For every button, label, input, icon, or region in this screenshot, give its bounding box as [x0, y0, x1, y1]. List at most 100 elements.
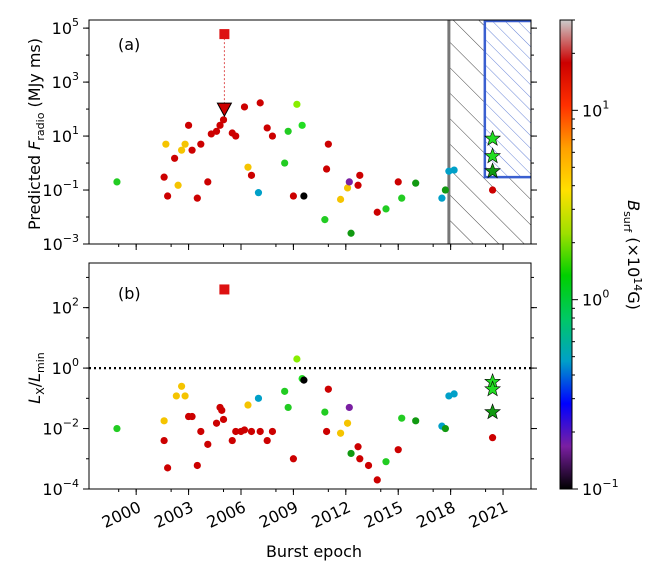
- y-tick-label: 10−1: [42, 178, 79, 200]
- panel-b-x-axis: 2000 2003 2006 2009 2012 2015 2018 2021: [99, 489, 511, 532]
- data-point: [354, 181, 362, 189]
- data-point: [336, 429, 345, 437]
- data-point: [228, 436, 236, 445]
- panel-b-y-axis: 10−4 10−2 100 102: [42, 276, 537, 499]
- colorbar-tick-label: 101: [582, 98, 609, 120]
- data-point: [281, 159, 289, 167]
- data-point: [398, 194, 406, 202]
- panel-a-label: (a): [118, 35, 140, 54]
- data-point: [382, 458, 390, 466]
- data-point: [184, 121, 193, 129]
- x-tick-label: 2012: [309, 497, 354, 531]
- colorbar: 10−1 100 101 Bsurf (×1014G): [559, 19, 644, 499]
- data-point: [174, 181, 182, 189]
- data-point: [263, 124, 271, 132]
- data-point: [171, 154, 179, 162]
- data-point: [113, 178, 121, 186]
- data-point: [160, 173, 168, 181]
- data-point: [212, 127, 221, 135]
- colorbar-tick-label: 10−1: [582, 477, 619, 499]
- y-tick-label: 100: [52, 356, 79, 378]
- panel-b-frame: [88, 262, 532, 490]
- data-point: [160, 417, 168, 425]
- data-point: [441, 186, 449, 194]
- x-tick-label: 2006: [204, 497, 249, 531]
- data-point: [356, 455, 364, 463]
- data-point: [488, 186, 497, 194]
- data-point: [254, 394, 263, 402]
- data-point: [268, 132, 277, 140]
- data-point: [219, 415, 228, 424]
- x-tick-label: 2009: [256, 497, 301, 531]
- data-point: [412, 417, 420, 425]
- data-point: [240, 426, 249, 434]
- y-tick-label: 102: [52, 296, 79, 318]
- data-point: [347, 229, 355, 237]
- star-marker: [484, 403, 501, 420]
- data-point: [347, 449, 355, 458]
- panel-b-label: (b): [118, 284, 141, 303]
- data-point: [373, 208, 381, 216]
- data-point: [412, 179, 420, 187]
- colorbar-label: Bsurf (×1014G): [621, 200, 644, 310]
- data-point: [204, 178, 212, 186]
- colorbar-ticks: 10−1 100 101: [572, 19, 619, 499]
- data-point: [373, 476, 381, 484]
- data-point: [382, 205, 390, 213]
- upper-limit-triangle: [216, 102, 233, 118]
- data-point: [204, 440, 212, 448]
- colorbar-tick-label: 100: [582, 288, 609, 310]
- data-point: [193, 461, 201, 470]
- data-point: [164, 192, 172, 200]
- square-marker: [219, 284, 230, 295]
- panel-b-points: [113, 284, 501, 484]
- panel-b-y-axis-label: LX/Lmin: [25, 352, 47, 404]
- data-point: [232, 132, 240, 140]
- star-marker: [484, 380, 501, 397]
- y-tick-label: 101: [52, 124, 79, 146]
- data-point: [160, 436, 168, 445]
- data-point: [212, 419, 221, 427]
- data-point: [172, 392, 180, 400]
- panel-a-x-axis-ticks: [118, 244, 504, 250]
- data-point: [247, 171, 256, 179]
- x-tick-label: 2021: [466, 497, 511, 531]
- data-point: [321, 216, 329, 224]
- data-point: [343, 419, 352, 427]
- data-point: [441, 424, 449, 433]
- data-point: [216, 121, 224, 129]
- data-point: [244, 401, 252, 409]
- allowed-region-border: [483, 20, 531, 179]
- data-point: [450, 166, 458, 174]
- data-point: [488, 434, 497, 442]
- panel-a-y-axis: 10−3 10−1 101 103 105: [42, 16, 537, 254]
- x-tick-label: 2018: [413, 497, 458, 531]
- data-point: [164, 464, 172, 472]
- colorbar-frame: [559, 19, 573, 490]
- x-tick-label: 2003: [151, 497, 196, 531]
- data-point: [113, 424, 121, 433]
- data-point: [438, 194, 446, 202]
- star-marker: [484, 162, 501, 179]
- data-point: [177, 382, 186, 390]
- data-point: [188, 412, 196, 421]
- data-point: [345, 178, 353, 186]
- data-point: [256, 99, 264, 107]
- y-tick-label: 10−3: [42, 232, 79, 254]
- data-point: [322, 165, 331, 173]
- y-tick-label: 105: [52, 16, 79, 38]
- data-point: [181, 140, 189, 148]
- data-point: [356, 171, 364, 179]
- data-point: [193, 194, 201, 202]
- data-point: [324, 140, 332, 148]
- data-point: [162, 140, 170, 148]
- data-point: [450, 390, 458, 398]
- data-point: [321, 408, 329, 416]
- data-point: [284, 403, 292, 412]
- data-point: [336, 195, 345, 203]
- star-marker: [484, 147, 501, 164]
- data-point: [181, 392, 189, 400]
